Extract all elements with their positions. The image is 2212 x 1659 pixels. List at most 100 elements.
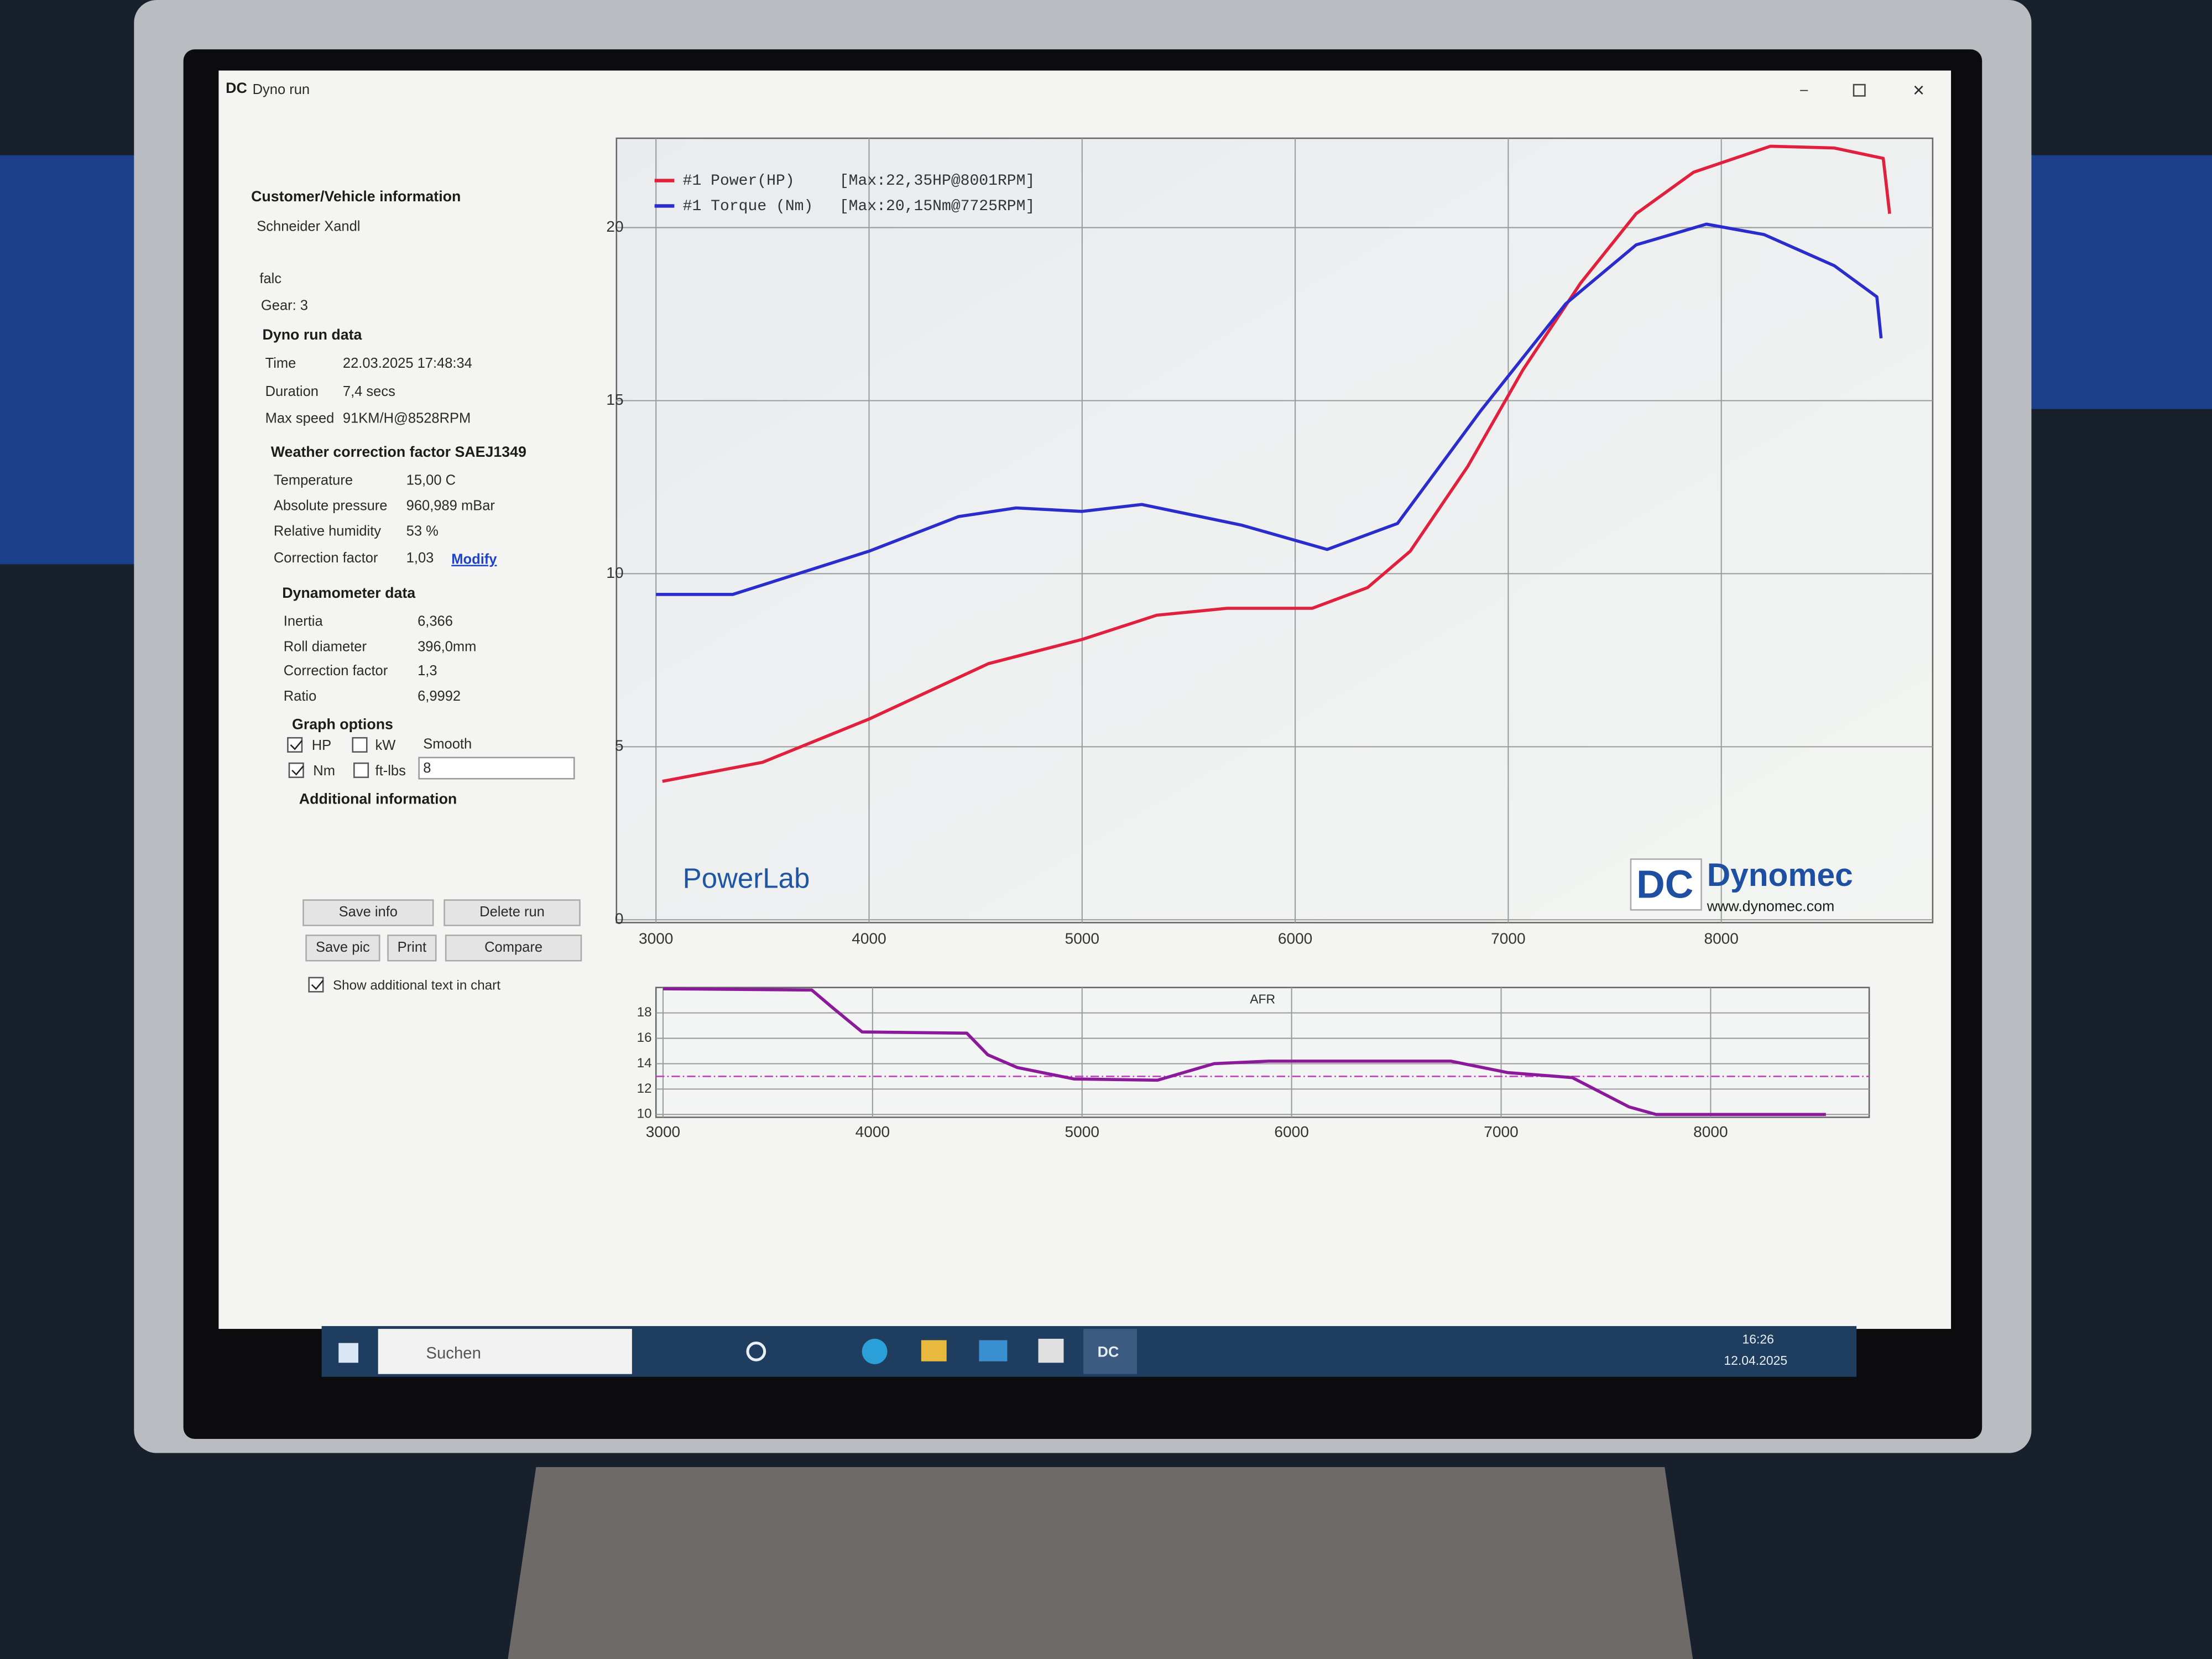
field-value: 53 % (406, 523, 439, 539)
window-title: Dyno run (253, 82, 310, 97)
y-tick-label: 10 (606, 564, 623, 581)
task-view[interactable] (746, 1342, 766, 1361)
checkbox[interactable] (353, 762, 369, 778)
button-label: Compare (484, 940, 542, 955)
button-label: Save info (339, 904, 398, 920)
field-value: 960,989 mBar (406, 498, 495, 514)
field-label: Correction factor (284, 663, 388, 679)
brand-url: www.dynomec.com (1707, 898, 1835, 914)
smooth-value: 8 (423, 760, 431, 776)
x-tick-label: 6000 (1274, 1123, 1308, 1140)
x-tick-label: 3000 (639, 930, 673, 947)
x-tick-label: 4000 (852, 930, 886, 947)
search-placeholder: Suchen (426, 1344, 481, 1363)
option-label: Show additional text in chart (333, 978, 500, 993)
start-button[interactable] (338, 1343, 358, 1363)
button[interactable] (302, 899, 434, 926)
heading: Dynamometer data (282, 585, 416, 601)
heading: Customer/Vehicle information (251, 188, 461, 205)
clock-time: 16:26 (1743, 1332, 1774, 1347)
info-rows: Time 22.03.2025 17:48:34 Duration 7,4 secs M… (265, 356, 495, 704)
minimize-button[interactable]: – (1800, 82, 1808, 97)
legend-max: [Max:22,35HP@8001RPM] (839, 173, 1035, 190)
app-brand: PowerLab (683, 862, 810, 894)
field-value: 22.03.2025 17:48:34 (343, 356, 472, 371)
check (291, 765, 304, 776)
button-label: Delete run (479, 904, 545, 920)
y-tick-label: 20 (606, 218, 623, 235)
mail-icon[interactable] (979, 1340, 1008, 1361)
legend-label: #1 Power(HP) (683, 173, 795, 190)
y-tick-label: 10 (637, 1107, 652, 1121)
smooth-input[interactable] (418, 757, 575, 780)
x-tick-label: 8000 (1693, 1123, 1728, 1140)
y-tick-label: 0 (615, 910, 624, 927)
store-icon[interactable] (1038, 1338, 1064, 1363)
option-label: kW (375, 738, 396, 753)
clock-date: 12.04.2025 (1724, 1353, 1787, 1368)
heading: Weather correction factor SAEJ1349 (271, 444, 526, 460)
app-icon: DC (1098, 1344, 1119, 1360)
heading: Dyno run data (262, 326, 362, 343)
field-value: 6,366 (418, 614, 453, 629)
x-tick-label: 5000 (1065, 930, 1099, 947)
vehicle: falc (259, 271, 281, 286)
x-tick-label: 6000 (1278, 930, 1312, 947)
app-icon: DC (226, 80, 247, 96)
option-label: HP (312, 738, 331, 753)
field-label: Temperature (274, 473, 353, 488)
close-button[interactable]: × (1913, 79, 1924, 101)
option-label: Nm (313, 763, 335, 779)
plot-area (615, 137, 1934, 924)
brand: Dynomec (1707, 857, 1853, 893)
explorer-icon[interactable] (921, 1340, 947, 1361)
field-label: Time (265, 356, 296, 371)
search-box[interactable] (378, 1329, 632, 1374)
x-tick-label: 7000 (1491, 930, 1525, 947)
data-line (662, 144, 1891, 783)
y-tick-label: 12 (637, 1081, 652, 1096)
button[interactable] (444, 899, 581, 926)
field-value: 7,4 secs (343, 384, 395, 399)
modify-link[interactable]: Modify (451, 551, 497, 567)
legend-max: [Max:20,15Nm@7725RPM] (839, 198, 1035, 215)
logo-box (1630, 858, 1702, 911)
button-label: Save pic (316, 940, 370, 955)
charts: 3000 4000 5000 6000 7000 8000 0 5 10 15 20 #1 Power… (606, 138, 1933, 1140)
field-label: Inertia (284, 614, 324, 629)
gear: Gear: 3 (261, 298, 308, 313)
option-label: Smooth (423, 737, 472, 752)
field-value: 15,00 C (406, 473, 456, 488)
logo-mark: DC (1636, 862, 1693, 906)
y-tick-label: 15 (606, 391, 623, 408)
check (311, 980, 324, 990)
x-tick-label: 5000 (1065, 1123, 1099, 1140)
x-tick-label: 8000 (1704, 930, 1738, 947)
heading: Graph options (292, 716, 393, 732)
y-tick-label: 16 (637, 1030, 652, 1045)
option-label: ft-lbs (375, 763, 406, 779)
button[interactable] (305, 935, 380, 962)
x-tick-label: 4000 (855, 1123, 890, 1140)
active-app[interactable] (1083, 1329, 1138, 1374)
field-label: Ratio (284, 688, 317, 704)
checkbox[interactable] (352, 737, 368, 753)
checkbox[interactable] (287, 737, 303, 753)
taskbar: Suchen DC 16:26 12.04.2025 (321, 1326, 1857, 1377)
chart-title: AFR (1250, 992, 1275, 1006)
button[interactable] (445, 935, 582, 962)
field-label: Duration (265, 384, 319, 399)
field-value: 396,0mm (418, 639, 476, 655)
check (290, 740, 302, 750)
button[interactable] (387, 935, 437, 962)
x-tick-label: 3000 (646, 1123, 680, 1140)
info-panel: Customer/Vehicle information Schneider X… (251, 188, 575, 993)
field-label: Absolute pressure (274, 498, 388, 514)
legend-label: #1 Torque (Nm) (683, 198, 813, 215)
edge-icon[interactable] (862, 1338, 888, 1364)
field-label: Relative humidity (274, 523, 381, 539)
field-label: Roll diameter (284, 639, 367, 655)
maximize-button[interactable] (1853, 84, 1866, 97)
y-tick-label: 18 (637, 1005, 652, 1020)
